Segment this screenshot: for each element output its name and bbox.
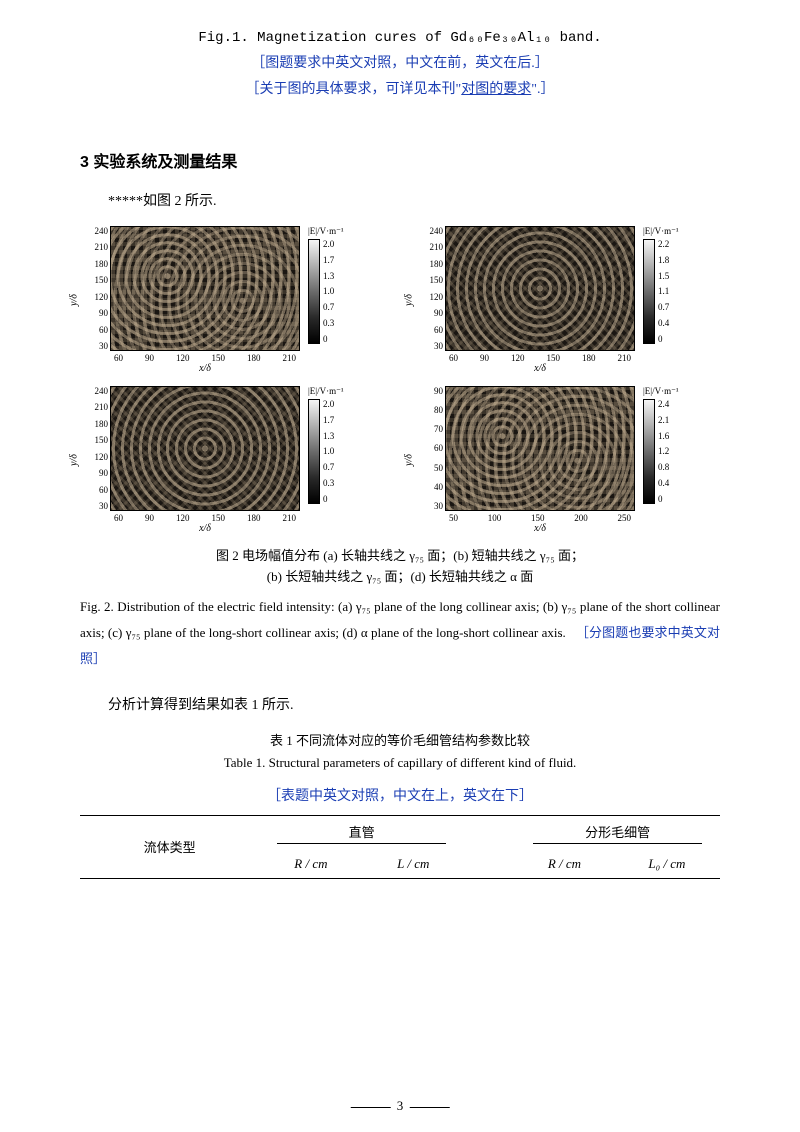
colorbar-c: |E|/V·m⁻¹ 2.0 1.7 1.3 1.0 0.7 0.3 0 bbox=[308, 386, 344, 504]
table-1: 流体类型 直管 分形毛细管 R / cm L / cm R / cm L₀ / … bbox=[80, 815, 720, 879]
fig1-caption: Fig.1. Magnetization cures of Gd₆₀Fe₃₀Al… bbox=[80, 30, 720, 46]
ylabel-a: y/δ bbox=[68, 294, 79, 306]
xaxis-d: 50 100 150 200 250 bbox=[445, 513, 635, 523]
note2-pre: ［关于图的具体要求，可详见本刊" bbox=[246, 82, 462, 97]
note-bilingual-caption: ［图题要求中英文对照，中文在前，英文在后.］ bbox=[80, 52, 720, 72]
ylabel-d: y/δ bbox=[403, 454, 414, 466]
xlabel-b: x/δ bbox=[445, 363, 635, 374]
yaxis-b: 240 210 180 150 120 90 60 30 bbox=[419, 226, 443, 351]
fig2-caption-en: Fig. 2. Distribution of the electric fie… bbox=[80, 594, 720, 672]
heatmap-d bbox=[445, 386, 635, 511]
xaxis-a: 60 90 120 150 180 210 bbox=[110, 353, 300, 363]
table1-caption-cn: 表 1 不同流体对应的等价毛细管结构参数比较 bbox=[80, 730, 720, 749]
xlabel-d: x/δ bbox=[445, 523, 635, 534]
yaxis-c: 240 210 180 150 120 90 60 30 bbox=[84, 386, 108, 511]
xlabel-c: x/δ bbox=[110, 523, 300, 534]
th-l1: L / cm bbox=[363, 850, 464, 879]
th-group-straight: 直管 bbox=[259, 815, 464, 850]
heatmap-panel-a: y/δ 240 210 180 150 120 90 60 30 60 90 1… bbox=[110, 226, 385, 374]
heatmap-panel-c: y/δ 240 210 180 150 120 90 60 30 60 90 1… bbox=[110, 386, 385, 534]
section-3-intro: *****如图 2 所示. bbox=[80, 190, 720, 210]
note2-post: ".］ bbox=[531, 82, 554, 97]
heatmap-a bbox=[110, 226, 300, 351]
th-group-fractal: 分形毛细管 bbox=[515, 815, 720, 850]
page-number: 3 bbox=[345, 1098, 456, 1114]
table1-note: ［表题中英文对照，中文在上，英文在下］ bbox=[80, 785, 720, 805]
heatmap-c bbox=[110, 386, 300, 511]
yaxis-d: 90 80 70 60 50 40 30 bbox=[419, 386, 443, 511]
th-r1: R / cm bbox=[259, 850, 362, 879]
heatmap-b bbox=[445, 226, 635, 351]
figure-2-grid: y/δ 240 210 180 150 120 90 60 30 60 90 1… bbox=[80, 226, 720, 534]
xlabel-a: x/δ bbox=[110, 363, 300, 374]
analysis-text: 分析计算得到结果如表 1 所示. bbox=[80, 694, 720, 714]
th-fluid-type: 流体类型 bbox=[80, 815, 259, 878]
note2-link: 对图的要求 bbox=[461, 82, 531, 97]
ylabel-c: y/δ bbox=[68, 454, 79, 466]
colorbar-b: |E|/V·m⁻¹ 2.2 1.8 1.5 1.1 0.7 0.4 0 bbox=[643, 226, 679, 344]
xaxis-b: 60 90 120 150 180 210 bbox=[445, 353, 635, 363]
table1-caption-en: Table 1. Structural parameters of capill… bbox=[80, 755, 720, 771]
ylabel-b: y/δ bbox=[403, 294, 414, 306]
xaxis-c: 60 90 120 150 180 210 bbox=[110, 513, 300, 523]
heatmap-panel-b: y/δ 240 210 180 150 120 90 60 30 60 90 1… bbox=[445, 226, 720, 374]
fig2-caption-cn: 图 2 电场幅值分布 (a) 长轴共线之 γ₇₅ 面；(b) 短轴共线之 γ₇₅… bbox=[80, 546, 720, 588]
colorbar-d: |E|/V·m⁻¹ 2.4 2.1 1.6 1.2 0.8 0.4 0 bbox=[643, 386, 679, 504]
yaxis-a: 240 210 180 150 120 90 60 30 bbox=[84, 226, 108, 351]
th-l0: L₀ / cm bbox=[614, 850, 720, 879]
heatmap-panel-d: y/δ 90 80 70 60 50 40 30 50 100 150 200 … bbox=[445, 386, 720, 534]
note-figure-requirements: ［关于图的具体要求，可详见本刊"对图的要求".］ bbox=[80, 78, 720, 98]
th-r2: R / cm bbox=[515, 850, 614, 879]
colorbar-a: |E|/V·m⁻¹ 2.0 1.7 1.3 1.0 0.7 0.3 0 bbox=[308, 226, 344, 344]
section-3-heading: 3 实验系统及测量结果 bbox=[80, 148, 720, 172]
